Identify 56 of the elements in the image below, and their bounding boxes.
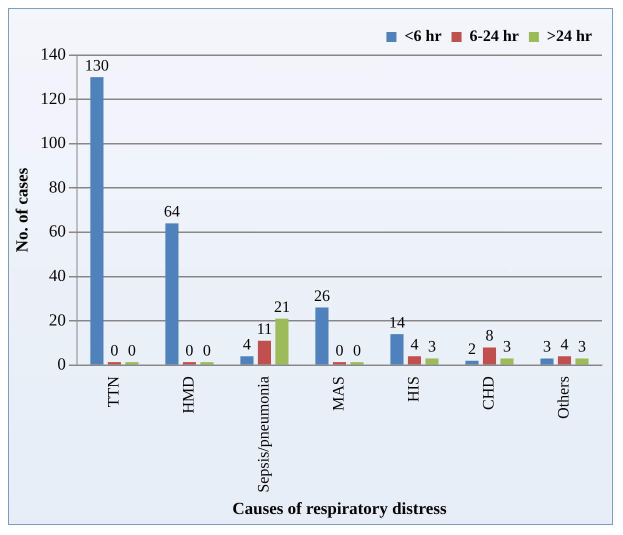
legend-label: >24 hr: [546, 28, 592, 46]
data-label: 3: [578, 338, 586, 356]
y-tick-label: 60: [48, 222, 66, 241]
x-tick-label: Others: [556, 376, 573, 419]
y-tick-label: 140: [40, 44, 66, 64]
bar: [275, 318, 289, 364]
data-label: 26: [314, 288, 330, 305]
data-label: 4: [242, 336, 251, 354]
data-label: 2: [468, 340, 476, 358]
data-label: 21: [274, 298, 290, 316]
y-axis-title: No. of cases: [12, 167, 32, 252]
data-label: 14: [388, 314, 405, 332]
data-label: 0: [128, 342, 136, 360]
x-axis-title: Causes of respiratory distress: [232, 499, 447, 518]
y-tick-label: 120: [40, 88, 66, 108]
x-tick-label: HMD: [180, 376, 198, 414]
y-tick-label: 0: [57, 354, 66, 374]
y-tick-label: 40: [48, 266, 66, 286]
bar: [425, 358, 439, 364]
data-label: 64: [164, 204, 180, 221]
data-label: 0: [335, 342, 344, 360]
bar: [465, 360, 479, 364]
data-label: 4: [560, 336, 568, 354]
data-label: 0: [352, 342, 361, 360]
bar: [90, 77, 104, 364]
data-label: 0: [110, 342, 118, 360]
legend-label: <6 hr: [404, 28, 442, 46]
data-label: 8: [485, 328, 494, 345]
legend-label: 6-24 hr: [470, 28, 519, 46]
data-label: 130: [84, 57, 109, 74]
data-label: 3: [502, 338, 511, 356]
y-tick-label: 100: [40, 133, 66, 152]
bar: [390, 334, 404, 364]
data-label: 11: [256, 320, 272, 338]
y-tick-label: 80: [48, 177, 66, 196]
x-tick-label: MAS: [330, 376, 348, 411]
x-tick-label: HIS: [406, 376, 423, 402]
bar: [165, 223, 178, 364]
bar: [258, 340, 271, 364]
bar: [482, 347, 496, 364]
y-tick-label: 20: [48, 310, 66, 330]
bar: [408, 356, 422, 364]
bar: [540, 358, 554, 364]
bar: [500, 358, 514, 364]
data-label: 4: [410, 336, 418, 354]
data-label: 0: [202, 342, 211, 360]
bar: [315, 308, 329, 364]
bar: [575, 358, 589, 364]
data-label: 0: [185, 342, 194, 360]
x-tick-label: CHD: [480, 376, 498, 410]
x-tick-label: Sepsis/pneumonia: [256, 376, 273, 493]
data-label: 3: [542, 338, 551, 356]
x-tick-label: TTN: [106, 376, 123, 408]
bar: [558, 356, 572, 364]
bar: [240, 356, 254, 364]
data-label: 3: [428, 338, 436, 356]
